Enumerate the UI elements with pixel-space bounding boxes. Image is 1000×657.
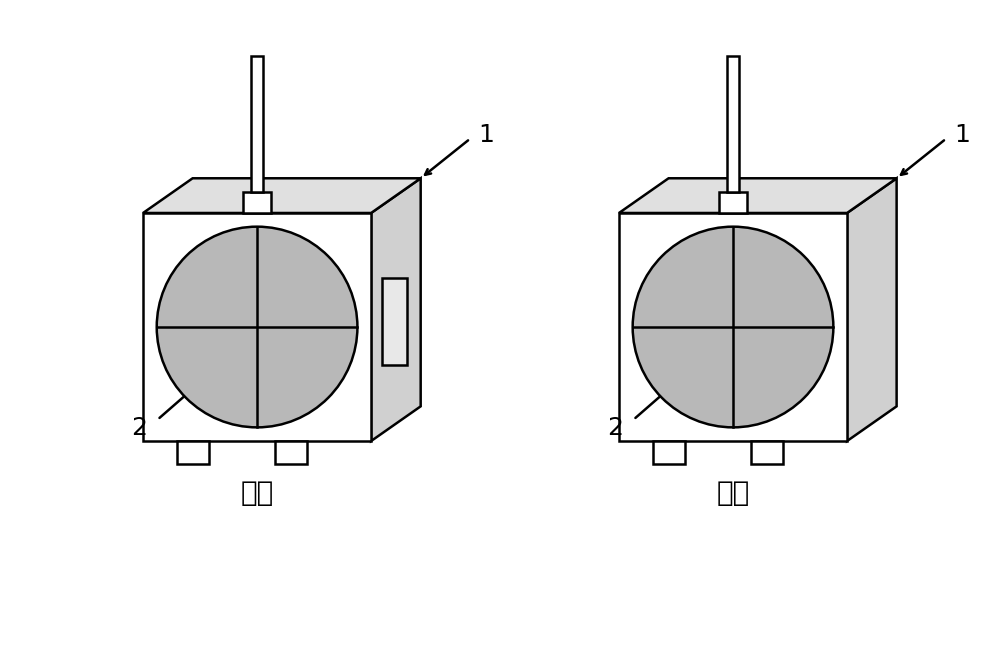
Text: 背面: 背面 [716, 479, 750, 507]
Ellipse shape [633, 227, 833, 427]
Bar [243, 193, 271, 213]
Bar [727, 56, 739, 193]
Bar [653, 441, 685, 464]
Text: 1: 1 [478, 123, 494, 147]
Text: 1: 1 [954, 123, 970, 147]
Text: 2: 2 [607, 416, 623, 440]
Bar [382, 279, 407, 365]
Text: 2: 2 [131, 416, 147, 440]
Ellipse shape [157, 227, 357, 427]
Bar [275, 441, 307, 464]
Polygon shape [143, 178, 421, 213]
Polygon shape [619, 178, 897, 213]
Bar [177, 441, 209, 464]
Polygon shape [371, 178, 421, 441]
Bar [251, 56, 263, 193]
Bar [719, 193, 747, 213]
Polygon shape [847, 178, 897, 441]
Bar [751, 441, 783, 464]
Text: 正面: 正面 [240, 479, 274, 507]
Polygon shape [619, 213, 847, 441]
Polygon shape [143, 213, 371, 441]
